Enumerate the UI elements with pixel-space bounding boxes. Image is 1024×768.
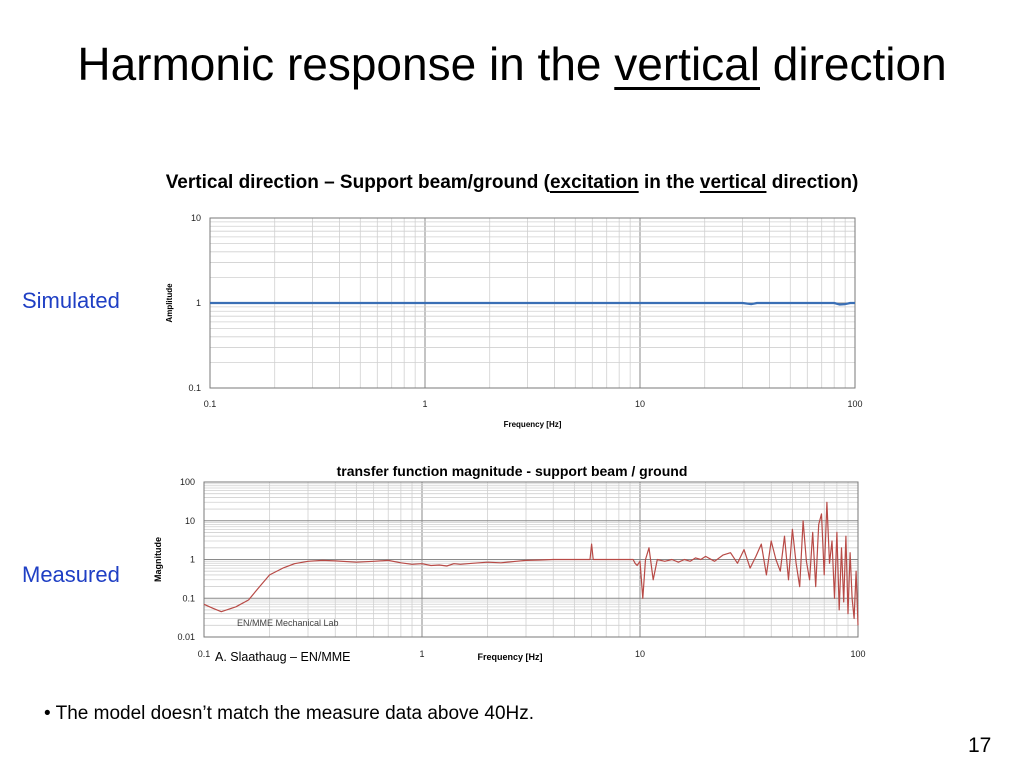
measured-y-tick-label: 10 <box>185 516 195 526</box>
measured-y-tick-label: 1 <box>190 555 195 565</box>
simulated-x-tick-label: 1 <box>422 399 427 409</box>
measured-y-tick-label: 0.1 <box>182 593 195 603</box>
simulated-y-tick-label: 0.1 <box>188 383 201 393</box>
simulated-x-tick-label: 0.1 <box>204 399 217 409</box>
measured-plot-border <box>203 481 859 638</box>
measured-x-axis-label: Frequency [Hz] <box>477 652 542 662</box>
measured-x-tick-label: 100 <box>850 649 865 659</box>
measured-label: Measured <box>22 562 120 587</box>
bullet-note: • The model doesn’t match the measure da… <box>44 703 535 724</box>
slide-title: Harmonic response in the vertical direct… <box>77 38 947 90</box>
simulated-label: Simulated <box>22 288 120 313</box>
measured-x-tick-label: 1 <box>419 649 424 659</box>
page-number: 17 <box>968 734 992 757</box>
measured-x-tick-label: 10 <box>635 649 645 659</box>
simulated-series-line <box>210 301 855 306</box>
simulated-y-tick-label: 1 <box>196 298 201 308</box>
measured-chart-title: transfer function magnitude - support be… <box>337 463 688 479</box>
simulated-x-axis-label: Frequency [Hz] <box>504 420 562 429</box>
simulated-x-tick-label: 100 <box>847 399 862 409</box>
measured-y-tick-label: 100 <box>180 477 195 487</box>
measured-x-tick-label: 0.1 <box>198 649 211 659</box>
measured-y-tick-label: 0.01 <box>177 632 195 642</box>
simulated-x-tick-label: 10 <box>635 399 645 409</box>
measured-annotation: EN/MME Mechanical Lab <box>237 618 339 628</box>
chart-section-heading: Vertical direction – Support beam/ground… <box>165 172 859 193</box>
simulated-y-axis-label: Amplitude <box>165 283 174 323</box>
measured-y-axis-label: Magnitude <box>153 537 163 582</box>
measured-series-line <box>203 501 859 626</box>
simulated-y-tick-label: 10 <box>191 213 201 223</box>
author-credit: A. Slaathaug – EN/MME <box>215 650 350 664</box>
